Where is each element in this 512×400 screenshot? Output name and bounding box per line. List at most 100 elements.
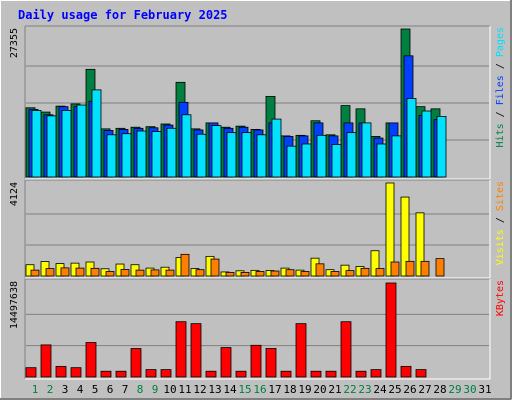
bar-pages-day-23 — [361, 122, 372, 178]
legend-kbytes: KBytes — [495, 280, 506, 316]
bar-kbytes-day-1 — [25, 367, 37, 378]
x-tick-label-day-5: 5 — [92, 383, 99, 396]
bar-kbytes-day-11 — [175, 321, 187, 378]
bar-pages-day-11 — [181, 114, 192, 178]
legend-files: Files — [495, 75, 506, 105]
bar-kbytes-day-15 — [235, 370, 247, 378]
bar-sites-day-18 — [285, 269, 295, 277]
bar-pages-day-19 — [301, 143, 312, 178]
bar-pages-day-21 — [331, 144, 342, 178]
bar-pages-day-20 — [316, 134, 327, 178]
bar-pages-day-14 — [226, 132, 237, 178]
x-tick-label-day-23: 23 — [358, 383, 371, 396]
y-max-label: 27355 — [9, 28, 20, 58]
right-legend: Hits / Files / Pages — [495, 27, 506, 147]
bar-sites-day-10 — [165, 269, 175, 277]
panel-kbytes: 14497638 KBytes — [9, 278, 506, 380]
bar-sites-day-28 — [435, 258, 445, 277]
bar-sites-day-6 — [105, 271, 115, 277]
bar-kbytes-day-2 — [40, 344, 52, 378]
x-tick-label-day-12: 12 — [193, 383, 206, 396]
bar-pages-day-9 — [151, 131, 162, 178]
bar-pages-day-12 — [196, 133, 207, 178]
bar-sites-day-9 — [150, 269, 160, 277]
bar-visits-day-26 — [400, 196, 410, 277]
x-tick-label-day-19: 19 — [298, 383, 311, 396]
y-max-label: 4124 — [9, 182, 20, 206]
bar-kbytes-day-20 — [310, 370, 322, 378]
bar-pages-day-18 — [286, 145, 297, 178]
x-tick-label-day-4: 4 — [77, 383, 84, 396]
x-tick-label-day-15: 15 — [238, 383, 251, 396]
bar-pages-day-3 — [61, 110, 72, 178]
x-tick-label-day-8: 8 — [137, 383, 144, 396]
x-tick-label-day-11: 11 — [178, 383, 191, 396]
x-tick-label-day-9: 9 — [152, 383, 159, 396]
x-tick-label-day-17: 17 — [268, 383, 281, 396]
bar-kbytes-day-17 — [265, 348, 277, 378]
bar-sites-day-8 — [135, 269, 145, 277]
bar-pages-day-5 — [91, 89, 102, 178]
bar-sites-day-12 — [195, 269, 205, 277]
bar-kbytes-day-25 — [385, 282, 397, 378]
bar-pages-day-17 — [271, 118, 282, 178]
bar-sites-day-11 — [180, 253, 190, 277]
x-tick-label-day-28: 28 — [433, 383, 446, 396]
x-tick-label-day-29: 29 — [448, 383, 461, 396]
series-sites — [30, 253, 445, 277]
legend-separator: / — [495, 57, 506, 75]
bar-pages-day-6 — [106, 134, 117, 178]
right-legend: Visits / Sites — [495, 181, 506, 265]
bar-kbytes-day-3 — [55, 365, 67, 378]
bar-sites-day-4 — [75, 267, 85, 277]
x-tick-label-day-24: 24 — [373, 383, 387, 396]
bar-kbytes-day-16 — [250, 344, 262, 378]
bar-visits-day-27 — [415, 212, 425, 277]
x-axis-labels: 1 2 3 4 5 6 7 8 9 10 11 12 13 14 15 16 17 18 19 20 21 22 23 24 2… — [32, 383, 492, 396]
bar-sites-day-22 — [345, 270, 355, 277]
bar-sites-day-1 — [30, 269, 40, 277]
bar-sites-day-19 — [300, 271, 310, 277]
legend-sites: Sites — [495, 181, 506, 211]
x-tick-label-day-21: 21 — [328, 383, 341, 396]
bar-pages-day-10 — [166, 127, 177, 178]
bar-kbytes-day-19 — [295, 323, 307, 378]
bar-sites-day-2 — [45, 268, 55, 277]
x-tick-label-day-22: 22 — [343, 383, 356, 396]
bar-sites-day-27 — [420, 260, 430, 277]
bar-pages-day-7 — [121, 133, 132, 178]
bar-kbytes-day-26 — [400, 365, 412, 378]
x-tick-label-day-6: 6 — [107, 383, 114, 396]
x-tick-label-day-31: 31 — [478, 383, 491, 396]
bar-kbytes-day-6 — [100, 370, 112, 378]
bar-sites-day-20 — [315, 263, 325, 277]
bar-sites-day-5 — [90, 267, 100, 277]
legend-separator: / — [495, 211, 506, 229]
x-tick-label-day-10: 10 — [163, 383, 176, 396]
bar-pages-day-28 — [436, 116, 447, 178]
bar-sites-day-15 — [240, 271, 250, 277]
series-visits — [25, 182, 425, 277]
bar-sites-day-7 — [120, 269, 130, 277]
bar-kbytes-day-23 — [355, 370, 367, 378]
bar-sites-day-25 — [390, 261, 400, 277]
x-tick-label-day-25: 25 — [388, 383, 401, 396]
bar-sites-day-26 — [405, 260, 415, 277]
bar-pages-day-8 — [136, 130, 147, 178]
panels-group: 27355 Hits / Files / Pages 4124 Visits / Si… — [9, 25, 506, 380]
legend-separator: / — [495, 105, 506, 123]
series-kbytes — [25, 282, 427, 378]
bar-pages-day-24 — [376, 143, 387, 178]
bar-kbytes-day-18 — [280, 370, 292, 378]
right-legend: KBytes — [495, 280, 506, 316]
legend-visits: Visits — [495, 229, 506, 265]
bar-kbytes-day-5 — [85, 342, 97, 378]
bar-visits-day-24 — [370, 250, 380, 277]
bar-pages-day-22 — [346, 132, 357, 178]
bar-kbytes-day-8 — [130, 348, 142, 378]
x-tick-label-day-30: 30 — [463, 383, 476, 396]
chart-title: Daily usage for February 2025 — [18, 8, 228, 22]
legend-hits: Hits — [495, 123, 506, 147]
bar-kbytes-day-21 — [325, 370, 337, 378]
